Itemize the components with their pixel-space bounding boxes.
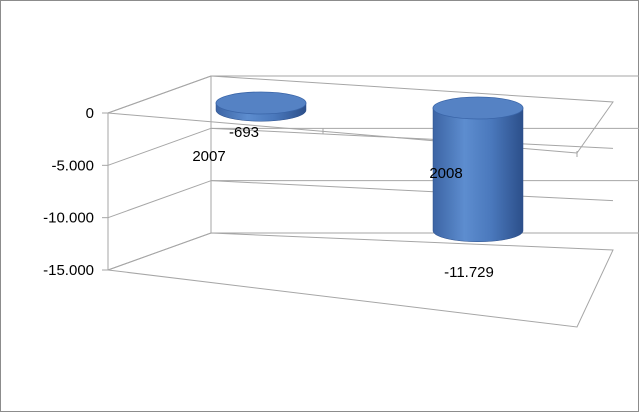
floor-plane xyxy=(107,232,614,328)
data-label: -11.729 xyxy=(444,264,494,281)
y-axis-ticks: 0 -5.000 -10.000 -15.000 xyxy=(43,105,108,279)
back-grid-5000 xyxy=(210,127,614,149)
gridline-side-1 xyxy=(107,127,212,166)
back-grid-10000 xyxy=(210,180,614,202)
bar-top-cap xyxy=(215,91,307,115)
category-label: 2008 xyxy=(429,165,462,182)
y-tick-label: 0 xyxy=(86,105,94,122)
labels: -693 -11.729 2007 2008 xyxy=(192,124,494,281)
bar-body xyxy=(432,107,524,243)
gridlines xyxy=(107,75,639,328)
data-label: -693 xyxy=(229,124,259,141)
y-tick-label: -15.000 xyxy=(43,262,94,279)
bars xyxy=(215,91,524,243)
y-tick-label: -5.000 xyxy=(51,157,94,174)
bar-top-cap xyxy=(432,96,524,120)
category-label: 2007 xyxy=(192,148,225,165)
gridline-side-2 xyxy=(107,180,212,219)
zero-plane xyxy=(107,75,614,154)
bar-2007 xyxy=(215,91,307,122)
bar-2008 xyxy=(432,96,524,243)
y-tick-label: -10.000 xyxy=(43,210,94,227)
